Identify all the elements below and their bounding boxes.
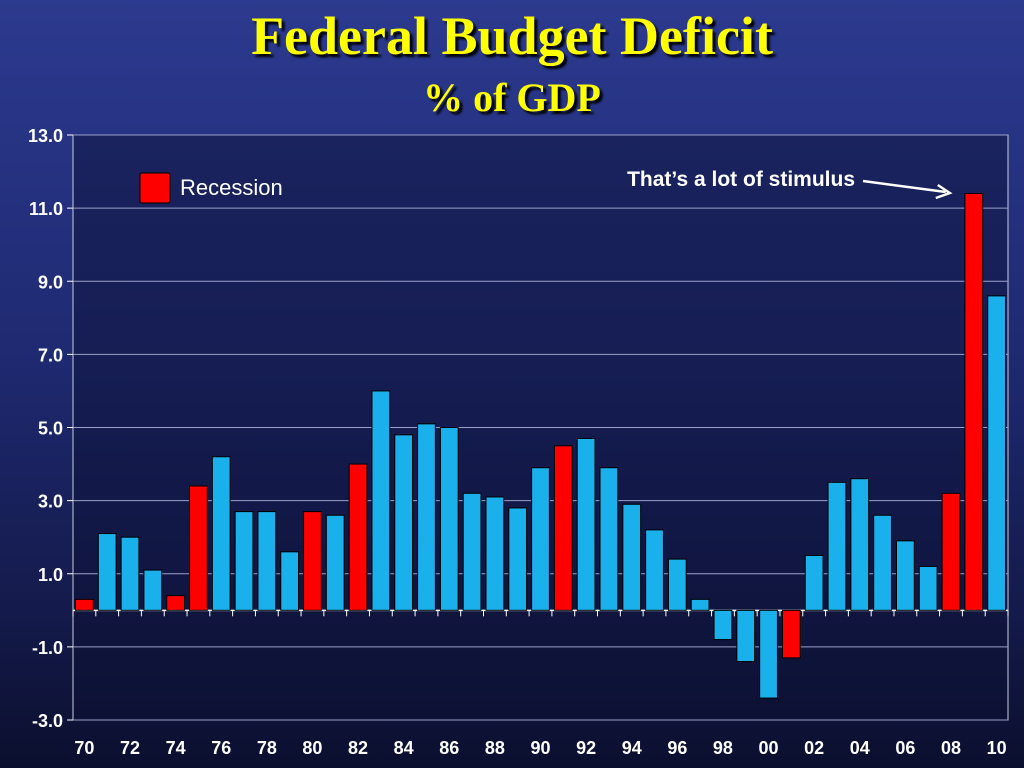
x-tick-label: 84 [394,738,414,758]
x-tick-label: 88 [485,738,505,758]
bar-1984 [394,434,414,611]
bar-1996 [667,558,687,611]
bar-1990 [531,467,550,611]
bar-2006 [895,540,915,611]
bar-1986 [439,427,459,611]
y-tick-label: -3.0 [32,711,63,731]
y-tick-label: 9.0 [38,272,63,292]
x-tick-label: 02 [804,738,824,758]
x-tick-label: 80 [302,738,322,758]
y-tick-label: 3.0 [38,492,63,512]
bar-2000 [759,609,778,699]
bar-2009 [964,193,984,611]
bar-1981 [325,514,345,611]
bar-1999 [736,609,756,662]
bar-1983 [371,390,391,611]
bar-2008 [941,492,961,611]
bar-1980 [303,511,322,611]
bar-1993 [599,467,619,611]
y-tick-label: 7.0 [38,345,63,365]
bar-1987 [462,492,482,611]
bar-1998 [713,609,733,641]
chart-title: Federal Budget Deficit [251,6,773,66]
x-tick-label: 06 [895,738,915,758]
bar-2010 [987,295,1006,611]
bar-1991 [553,445,573,611]
bar-1977 [234,511,254,611]
annotation-text: That’s a lot of stimulus [627,168,855,191]
legend-label-recession: Recession [180,175,283,200]
bar-2001 [781,609,801,659]
y-tick-label: 13.0 [28,126,63,146]
bar-1971 [97,533,117,611]
y-tick-label: -1.0 [32,638,63,658]
bar-1975 [189,485,208,611]
y-tick-label: 11.0 [29,199,63,219]
bar-1994 [622,503,642,611]
bar-1995 [645,529,664,611]
x-tick-label: 94 [622,738,642,758]
x-tick-label: 08 [941,738,961,758]
bar-1989 [508,507,528,611]
bar-2005 [873,514,892,611]
bar-1973 [143,569,163,611]
x-tick-label: 10 [987,738,1007,758]
bar-1979 [280,551,300,611]
bar-2007 [918,565,938,611]
x-tick-label: 70 [74,738,94,758]
bar-2002 [804,554,824,611]
bar-2003 [827,481,847,611]
chart-subtitle: % of GDP [423,75,601,120]
x-tick-label: 00 [759,738,779,758]
x-tick-label: 74 [166,738,186,758]
annotation-arrow-line [862,179,946,194]
x-tick-label: 92 [576,738,596,758]
x-tick-label: 76 [211,738,231,758]
legend-swatch-recession [139,172,171,204]
x-tick-label: 82 [348,738,368,758]
x-tick-label: 78 [257,738,277,758]
bar-2004 [850,478,870,611]
annotation-arrow-head [935,183,953,200]
bar-1982 [348,463,368,611]
x-tick-label: 72 [120,738,140,758]
bar-1992 [576,437,596,611]
bar-1997 [690,598,710,611]
y-tick-label: 5.0 [38,419,63,439]
x-tick-label: 86 [439,738,459,758]
bar-1972 [120,536,140,611]
bar-1985 [417,423,436,611]
bar-1978 [257,511,277,611]
bar-1976 [211,456,231,611]
bar-1988 [485,496,505,611]
bar-1974 [166,595,186,611]
x-tick-label: 04 [850,738,870,758]
x-tick-label: 96 [667,738,687,758]
y-tick-label: 1.0 [38,565,63,585]
x-tick-label: 98 [713,738,733,758]
bar-1970 [75,598,94,611]
x-tick-label: 90 [530,738,550,758]
